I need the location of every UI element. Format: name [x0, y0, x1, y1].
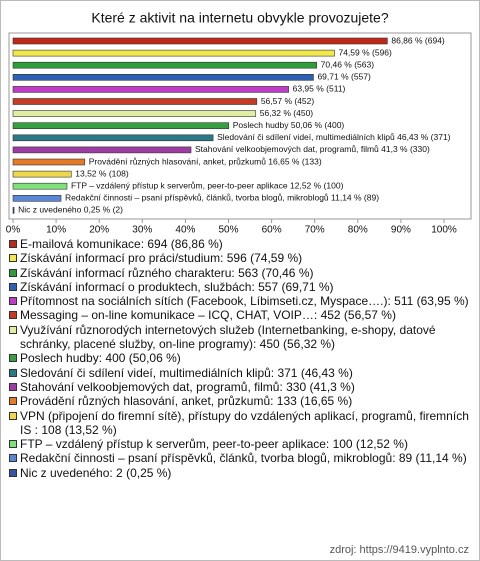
legend-text: VPN (připojení do firemní sítě), přístup…	[20, 408, 469, 437]
value-label: 69,71 % (557)	[317, 72, 371, 82]
bar	[12, 195, 62, 202]
bar	[12, 207, 15, 214]
value-label: Stahování velkoobjemových dat, programů,…	[195, 144, 430, 154]
legend: E-mailová komunikace: 694 (86,86 %) Získá…	[9, 237, 471, 480]
x-tick-label: 60%	[262, 225, 282, 236]
value-label: Sledování či sdílení videí, multimediáln…	[217, 132, 451, 142]
x-tick-label: 80%	[348, 225, 368, 236]
legend-text: Redakční činnosti – psaní příspěvků, člá…	[20, 451, 467, 466]
bar	[12, 170, 72, 178]
value-label: 56,57 % (452)	[261, 96, 315, 106]
source: zdroj: https://9419.vyplnto.cz	[329, 544, 469, 556]
value-label: 13,52 % (108)	[75, 168, 129, 178]
bar	[12, 98, 258, 105]
legend-swatch	[9, 397, 17, 406]
legend-text: Přítomnost na sociálních sítích (Faceboo…	[20, 294, 469, 309]
legend-swatch	[9, 368, 17, 377]
legend-text: Využívání různorodých internetových služ…	[20, 322, 436, 352]
value-label: Poslech hudby 50,06 % (400)	[233, 120, 345, 130]
legend-swatch	[9, 382, 17, 391]
legend-text: Messaging – on-line komunikace – ICQ, CH…	[20, 308, 396, 323]
x-tick-label: 90%	[391, 225, 411, 236]
value-label: 56,32 % (450)	[260, 108, 314, 118]
x-tick-label: 30%	[132, 225, 152, 236]
legend-swatch	[9, 454, 17, 463]
legend-item: E-mailová komunikace: 694 (86,86 %)	[9, 237, 471, 251]
chart: Které z aktivit na internetu obvykle pro…	[6, 10, 472, 236]
bar	[12, 49, 335, 57]
bar	[12, 61, 317, 69]
chart-title: Které z aktivit na internetu obvykle pro…	[91, 10, 388, 26]
legend-item: FTP – vzdálený přístup k serverům, peer-…	[9, 437, 471, 451]
legend-item: Stahování velkoobjemových dat, programů,…	[9, 380, 471, 394]
legend-swatch	[9, 282, 17, 291]
bar	[12, 122, 230, 129]
bar	[12, 74, 314, 81]
legend-text: Sledování či sdílení videí, multimediáln…	[20, 365, 353, 380]
legend-swatch	[9, 297, 17, 306]
x-tick-label: 20%	[89, 225, 109, 236]
bar	[12, 182, 68, 190]
x-tick-label: 70%	[305, 225, 325, 236]
legend-text: Získávání informací pro práci/studium: 5…	[20, 251, 303, 266]
legend-item: Získávání informací o produktech, službá…	[9, 280, 471, 294]
bar	[12, 86, 289, 93]
x-tick-label: 10%	[46, 225, 66, 236]
legend-swatch	[9, 354, 17, 363]
legend-swatch	[9, 254, 17, 263]
bar	[12, 146, 192, 154]
legend-item: VPN (připojení do firemní sítě), přístup…	[9, 409, 471, 438]
value-label: 63,95 % (511)	[293, 84, 346, 94]
value-label: Nic z uvedeného 0,25 % (2)	[18, 205, 123, 215]
legend-swatch	[9, 468, 17, 477]
legend-item: Messaging – on-line komunikace – ICQ, CH…	[9, 308, 471, 322]
value-label: 86,86 % (694)	[391, 35, 445, 45]
legend-text: E-mailová komunikace: 694 (86,86 %)	[20, 237, 223, 251]
bar	[12, 158, 86, 166]
legend-swatch	[9, 240, 17, 248]
legend-swatch	[9, 325, 17, 334]
x-tick-label: 100%	[431, 225, 457, 236]
x-tick-label: 50%	[218, 225, 238, 236]
legend-text: Získávání informací o produktech, službá…	[20, 279, 334, 294]
legend-item: Získávání informací pro práci/studium: 5…	[9, 251, 471, 265]
legend-item: Využívání různorodých internetových služ…	[9, 323, 471, 352]
legend-item: Poslech hudby: 400 (50,06 %)	[9, 351, 471, 365]
legend-item: Sledování či sdílení videí, multimediáln…	[9, 366, 471, 380]
legend-swatch	[9, 268, 17, 277]
value-label: FTP – vzdálený přístup k serverům, peer-…	[71, 180, 344, 190]
legend-text: Stahování velkoobjemových dat, programů,…	[20, 379, 355, 394]
legend-text: Získávání informací různého charakteru: …	[20, 265, 314, 280]
legend-text: FTP – vzdálený přístup k serverům, peer-…	[20, 437, 408, 452]
legend-text: Poslech hudby: 400 (50,06 %)	[20, 351, 181, 366]
value-label: 74,59 % (596)	[338, 47, 392, 57]
value-label: 70,46 % (563)	[321, 59, 375, 69]
legend-item: Redakční činnosti – psaní příspěvků, člá…	[9, 451, 471, 465]
legend-swatch	[9, 311, 17, 320]
bar	[12, 37, 388, 45]
x-tick-label: 40%	[175, 225, 195, 236]
legend-item: Přítomnost na sociálních sítích (Faceboo…	[9, 294, 471, 308]
legend-item: Získávání informací různého charakteru: …	[9, 266, 471, 280]
legend-item: Provádění různých hlasování, anket, průz…	[9, 394, 471, 408]
legend-item: Nic z uvedeného: 2 (0,25 %)	[9, 466, 471, 480]
legend-swatch	[9, 411, 17, 420]
value-label: Provádění různých hlasování, anket, průz…	[89, 156, 322, 166]
legend-swatch	[9, 440, 17, 449]
bar	[12, 134, 214, 142]
legend-text: Nic z uvedeného: 2 (0,25 %)	[20, 465, 172, 480]
x-tick-label: 0%	[6, 225, 21, 236]
value-label: Redakční činnosti – psaní příspěvků, člá…	[65, 193, 379, 203]
bar	[12, 110, 257, 117]
legend-text: Provádění různých hlasování, anket, průz…	[20, 394, 353, 409]
